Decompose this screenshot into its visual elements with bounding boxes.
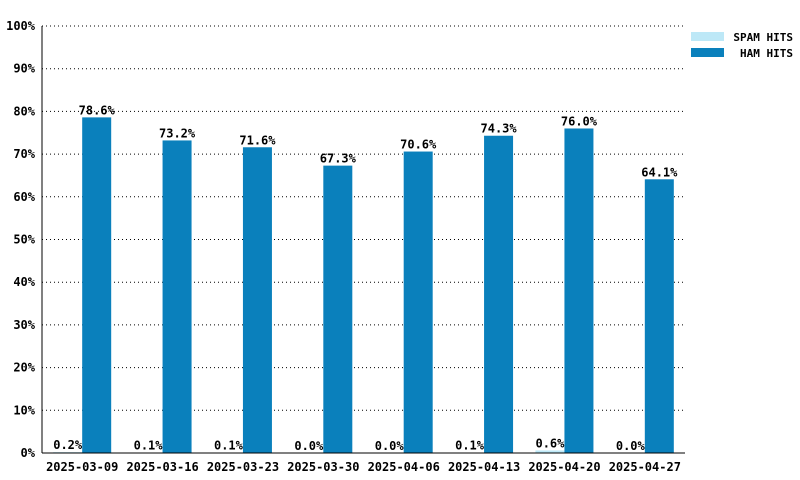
ham-bar — [323, 165, 353, 453]
y-axis-ticks: 0% 10% 20% 30% 40% 50% 60% 70% 80% 90% 100% — [6, 19, 36, 460]
data-labels: 0.2% 78.6% 0.1% 73.2% 0.1% 71.6% 0.0% 67.3% 0.0%… — [53, 103, 678, 453]
spam-data-label: 0.0% — [616, 439, 646, 453]
y-tick-label: 10% — [13, 403, 35, 417]
ham-data-label: 78.6% — [79, 103, 116, 117]
axes — [41, 26, 685, 454]
ham-bar — [162, 140, 192, 453]
ham-bar — [403, 151, 433, 453]
ham-data-label: 74.3% — [481, 122, 518, 136]
spam-data-label: 0.0% — [294, 439, 324, 453]
legend-label: SPAM HITS — [733, 31, 793, 44]
ham-data-label: 76.0% — [561, 114, 598, 128]
x-axis-ticks: 2025-03-09 2025-03-16 2025-03-23 2025-03-30… — [46, 460, 681, 474]
legend: SPAM HITS HAM HITS — [691, 31, 793, 60]
y-tick-label: 30% — [13, 318, 35, 332]
y-tick-label: 50% — [13, 233, 35, 247]
spam-bar — [535, 450, 565, 453]
legend-swatch — [691, 32, 724, 41]
x-tick-label: 2025-04-13 — [448, 460, 520, 474]
y-tick-label: 60% — [13, 190, 35, 204]
spam-data-label: 0.1% — [214, 439, 244, 453]
ham-bar — [242, 147, 272, 453]
ham-data-label: 71.6% — [239, 133, 276, 147]
y-tick-label: 100% — [6, 19, 36, 33]
x-tick-label: 2025-04-27 — [609, 460, 681, 474]
spam-data-label: 0.2% — [53, 438, 83, 452]
legend-swatch — [691, 48, 724, 57]
ham-bar — [644, 179, 674, 453]
x-tick-label: 2025-03-09 — [46, 460, 118, 474]
x-tick-label: 2025-04-06 — [368, 460, 440, 474]
x-tick-label: 2025-04-20 — [528, 460, 600, 474]
y-tick-label: 0% — [21, 446, 36, 460]
y-tick-label: 70% — [13, 147, 35, 161]
y-tick-label: 20% — [13, 361, 35, 375]
y-tick-label: 40% — [13, 275, 35, 289]
bars — [53, 117, 674, 454]
spam-data-label: 0.0% — [375, 439, 405, 453]
x-tick-label: 2025-03-16 — [126, 460, 198, 474]
x-tick-label: 2025-03-23 — [207, 460, 279, 474]
y-tick-label: 80% — [13, 104, 35, 118]
ham-data-label: 70.6% — [400, 138, 437, 152]
y-tick-label: 90% — [13, 62, 35, 76]
legend-label: HAM HITS — [740, 47, 793, 60]
ham-data-label: 73.2% — [159, 126, 196, 140]
ham-data-label: 67.3% — [320, 152, 357, 166]
ham-bar — [564, 128, 594, 454]
ham-bar — [484, 135, 514, 453]
spam-data-label: 0.1% — [455, 439, 485, 453]
ham-data-label: 64.1% — [641, 165, 678, 179]
x-tick-label: 2025-03-30 — [287, 460, 359, 474]
spam-data-label: 0.1% — [134, 439, 164, 453]
ham-bar — [82, 117, 112, 454]
spam-data-label: 0.6% — [535, 436, 565, 450]
